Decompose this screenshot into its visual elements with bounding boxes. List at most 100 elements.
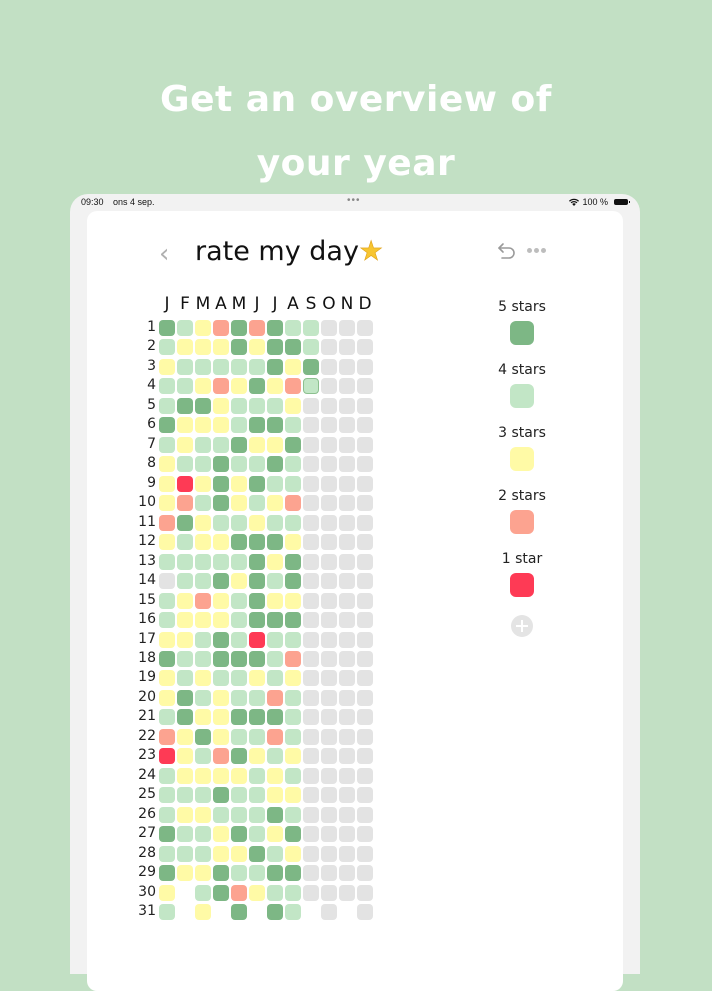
day-cell[interactable]	[303, 728, 319, 745]
day-cell[interactable]	[285, 650, 301, 667]
day-cell[interactable]	[249, 358, 265, 375]
day-cell[interactable]	[339, 826, 355, 843]
day-cell[interactable]	[231, 573, 247, 590]
day-cell[interactable]	[159, 436, 175, 453]
day-cell[interactable]	[303, 553, 319, 570]
day-cell[interactable]	[339, 845, 355, 862]
day-cell[interactable]	[339, 339, 355, 356]
day-cell[interactable]	[285, 592, 301, 609]
day-cell[interactable]	[303, 514, 319, 531]
day-cell[interactable]	[177, 456, 193, 473]
day-cell[interactable]	[195, 709, 211, 726]
day-cell[interactable]	[231, 475, 247, 492]
day-cell[interactable]	[231, 592, 247, 609]
day-cell[interactable]	[231, 884, 247, 901]
day-cell[interactable]	[249, 534, 265, 551]
day-cell[interactable]	[195, 553, 211, 570]
day-cell[interactable]	[213, 670, 229, 687]
day-cell[interactable]	[159, 320, 175, 336]
legend-swatch[interactable]	[510, 321, 534, 345]
day-cell[interactable]	[195, 475, 211, 492]
day-cell[interactable]	[249, 475, 265, 492]
day-cell[interactable]	[249, 631, 265, 648]
day-cell[interactable]	[321, 514, 337, 531]
day-cell[interactable]	[267, 456, 283, 473]
day-cell[interactable]	[285, 573, 301, 590]
day-cell[interactable]	[231, 320, 247, 336]
day-cell[interactable]	[195, 845, 211, 862]
day-cell[interactable]	[177, 787, 193, 804]
day-cell[interactable]	[249, 495, 265, 512]
day-cell[interactable]	[285, 456, 301, 473]
day-cell[interactable]	[285, 417, 301, 434]
day-cell[interactable]	[231, 904, 247, 921]
day-cell[interactable]	[231, 378, 247, 395]
day-cell[interactable]	[267, 728, 283, 745]
day-cell[interactable]	[321, 436, 337, 453]
day-cell[interactable]	[249, 767, 265, 784]
day-cell[interactable]	[321, 592, 337, 609]
day-cell[interactable]	[195, 650, 211, 667]
day-cell[interactable]	[321, 339, 337, 356]
day-cell[interactable]	[249, 612, 265, 629]
day-cell[interactable]	[285, 787, 301, 804]
day-cell[interactable]	[339, 884, 355, 901]
day-cell[interactable]	[321, 417, 337, 434]
day-cell[interactable]	[177, 320, 193, 336]
day-cell[interactable]	[159, 612, 175, 629]
day-cell[interactable]	[159, 631, 175, 648]
day-cell[interactable]	[285, 378, 301, 395]
day-cell[interactable]	[303, 592, 319, 609]
multitask-dots-icon[interactable]: •••	[347, 195, 361, 206]
day-cell[interactable]	[213, 475, 229, 492]
day-cell[interactable]	[285, 320, 301, 336]
day-cell[interactable]	[195, 456, 211, 473]
day-cell[interactable]	[321, 884, 337, 901]
day-cell[interactable]	[267, 631, 283, 648]
day-cell[interactable]	[249, 650, 265, 667]
day-cell[interactable]	[321, 631, 337, 648]
day-cell[interactable]	[177, 378, 193, 395]
day-cell[interactable]	[339, 612, 355, 629]
day-cell[interactable]	[159, 397, 175, 414]
day-cell[interactable]	[303, 534, 319, 551]
day-cell[interactable]	[249, 806, 265, 823]
day-cell[interactable]	[321, 748, 337, 765]
day-cell[interactable]	[321, 553, 337, 570]
day-cell[interactable]	[339, 650, 355, 667]
day-cell[interactable]	[231, 806, 247, 823]
day-cell[interactable]	[231, 728, 247, 745]
day-cell[interactable]	[303, 339, 319, 356]
day-cell[interactable]	[285, 767, 301, 784]
day-cell[interactable]	[339, 378, 355, 395]
day-cell[interactable]	[267, 378, 283, 395]
day-cell[interactable]	[177, 631, 193, 648]
day-cell[interactable]	[177, 709, 193, 726]
day-cell[interactable]	[195, 787, 211, 804]
day-cell[interactable]	[177, 534, 193, 551]
day-cell[interactable]	[357, 709, 373, 726]
day-cell[interactable]	[159, 689, 175, 706]
day-cell[interactable]	[231, 553, 247, 570]
day-cell[interactable]	[231, 767, 247, 784]
day-cell[interactable]	[213, 358, 229, 375]
day-cell[interactable]	[195, 728, 211, 745]
day-cell[interactable]	[339, 670, 355, 687]
day-cell[interactable]	[285, 436, 301, 453]
day-cell[interactable]	[177, 865, 193, 882]
day-cell[interactable]	[159, 826, 175, 843]
day-cell[interactable]	[231, 495, 247, 512]
day-cell[interactable]	[321, 612, 337, 629]
day-cell[interactable]	[285, 884, 301, 901]
day-cell[interactable]	[249, 320, 265, 336]
day-cell[interactable]	[177, 612, 193, 629]
day-cell[interactable]	[267, 417, 283, 434]
day-cell[interactable]	[339, 417, 355, 434]
day-cell[interactable]	[339, 436, 355, 453]
day-cell[interactable]	[339, 573, 355, 590]
day-cell[interactable]	[303, 397, 319, 414]
day-cell[interactable]	[321, 358, 337, 375]
day-cell[interactable]	[177, 573, 193, 590]
day-cell[interactable]	[249, 339, 265, 356]
day-cell[interactable]	[231, 456, 247, 473]
